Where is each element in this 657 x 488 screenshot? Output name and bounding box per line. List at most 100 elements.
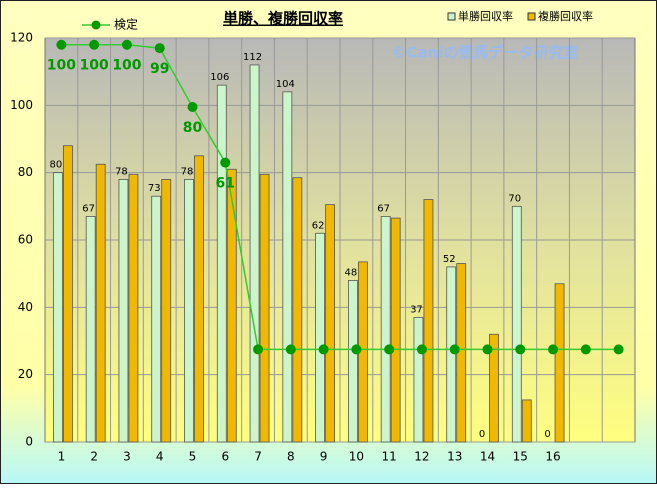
value-label: 106	[210, 72, 229, 83]
bar	[315, 232, 326, 443]
bar	[194, 155, 204, 443]
bar	[511, 205, 522, 443]
value-label: 52	[443, 254, 456, 265]
watermark: ©Caniの競馬データ研究室	[392, 44, 579, 62]
x-tick-label: 3	[123, 450, 131, 464]
line-marker	[121, 39, 132, 50]
legend-swatch	[527, 12, 536, 21]
bar	[62, 145, 73, 443]
bar	[446, 266, 457, 443]
point-label: 80	[183, 120, 203, 136]
x-tick-label: 5	[189, 450, 197, 464]
y-tick-label: 60	[18, 233, 33, 247]
x-tick-label: 7	[254, 450, 262, 464]
x-tick-label: 16	[545, 450, 560, 464]
value-label: 62	[312, 220, 325, 231]
x-tick-label: 14	[480, 450, 495, 464]
bar	[184, 178, 194, 443]
value-label: 48	[345, 267, 358, 278]
y-tick-label: 20	[18, 367, 33, 381]
bar	[423, 199, 434, 443]
line-marker	[416, 344, 427, 355]
chart-title: 単勝、複勝回収率	[223, 10, 343, 28]
point-label: 100	[47, 58, 76, 74]
line-marker	[613, 344, 624, 355]
line-marker	[580, 344, 591, 355]
line	[61, 43, 619, 351]
x-tick-label: 10	[349, 450, 364, 464]
line-marker	[482, 344, 493, 355]
line-marker	[89, 39, 100, 50]
value-label: 78	[181, 166, 194, 177]
bar	[216, 84, 227, 443]
bar	[52, 172, 63, 443]
bar	[151, 195, 162, 443]
value-label: 0	[544, 429, 550, 440]
bar	[521, 399, 532, 443]
bar	[118, 178, 129, 443]
point-label: 99	[150, 61, 169, 77]
x-tick-label: 15	[513, 450, 528, 464]
line-marker	[318, 344, 329, 355]
legend-swatch	[447, 12, 456, 21]
value-label: 67	[82, 203, 95, 214]
bar	[347, 279, 358, 443]
bar	[259, 173, 270, 443]
y-tick-label: 0	[25, 435, 33, 449]
line-marker	[285, 344, 296, 355]
legend-marker	[91, 20, 101, 30]
value-label: 73	[148, 183, 161, 194]
bar	[85, 216, 96, 443]
bar	[226, 168, 237, 443]
value-label: 37	[410, 304, 423, 315]
bar	[413, 317, 424, 443]
point-label: 100	[80, 58, 109, 74]
value-label: 67	[377, 203, 390, 214]
x-tick-label: 13	[447, 450, 462, 464]
bar	[128, 173, 139, 443]
legend-label: 複勝回収率	[538, 9, 593, 23]
line-marker	[154, 43, 165, 54]
bar	[292, 177, 303, 443]
bar	[282, 91, 293, 443]
legend-label: 検定	[114, 17, 138, 32]
value-label: 70	[508, 193, 521, 204]
x-tick-label: 8	[287, 450, 295, 464]
line-marker	[515, 344, 526, 355]
bar	[249, 64, 260, 443]
line-marker	[56, 39, 67, 50]
y-tick-label: 40	[18, 300, 33, 314]
line-marker	[548, 344, 559, 355]
bar	[95, 163, 106, 443]
x-tick-label: 4	[156, 450, 164, 464]
x-tick-label: 1	[58, 450, 66, 464]
line-marker	[253, 344, 264, 355]
x-tick-label: 6	[221, 450, 229, 464]
point-label: 61	[216, 176, 235, 192]
line-marker	[384, 344, 395, 355]
x-tick-label: 12	[414, 450, 429, 464]
line-marker	[220, 157, 231, 168]
line-marker	[351, 344, 362, 355]
bar	[489, 333, 499, 443]
x-tick-label: 9	[320, 450, 328, 464]
value-label: 104	[276, 79, 295, 90]
y-tick-label: 120	[10, 31, 33, 45]
bar	[325, 204, 336, 443]
y-tick-label: 100	[10, 98, 33, 112]
bar	[161, 178, 172, 443]
legend-label: 単勝回収率	[458, 9, 513, 23]
bar	[554, 283, 565, 443]
point-label: 100	[112, 58, 141, 74]
y-tick-label: 80	[18, 165, 33, 179]
value-label: 80	[50, 160, 63, 171]
value-label: 0	[479, 429, 485, 440]
x-tick-label: 2	[90, 450, 98, 464]
bar	[380, 216, 391, 443]
bar	[390, 217, 401, 443]
line-marker	[187, 102, 198, 113]
value-label: 78	[115, 166, 128, 177]
line-marker	[449, 344, 460, 355]
value-label: 112	[243, 52, 262, 63]
